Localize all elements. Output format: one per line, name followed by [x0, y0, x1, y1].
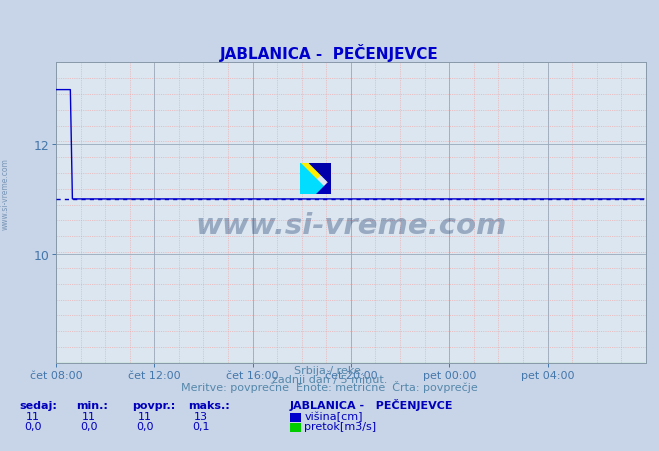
Text: 0,1: 0,1 [192, 421, 210, 431]
Text: 13: 13 [194, 411, 208, 421]
Text: povpr.:: povpr.: [132, 400, 175, 410]
Text: maks.:: maks.: [188, 400, 229, 410]
Text: 11: 11 [82, 411, 96, 421]
Text: 0,0: 0,0 [136, 421, 154, 431]
Text: sedaj:: sedaj: [20, 400, 57, 410]
Polygon shape [309, 164, 331, 185]
Text: JABLANICA -   PEČENJEVCE: JABLANICA - PEČENJEVCE [290, 398, 453, 410]
Text: višina[cm]: višina[cm] [304, 410, 363, 421]
Text: 0,0: 0,0 [80, 421, 98, 431]
Text: 0,0: 0,0 [24, 421, 42, 431]
Text: pretok[m3/s]: pretok[m3/s] [304, 421, 376, 431]
Polygon shape [316, 179, 331, 195]
Text: JABLANICA -  PEČENJEVCE: JABLANICA - PEČENJEVCE [220, 44, 439, 62]
Polygon shape [300, 164, 331, 195]
Text: www.si-vreme.com: www.si-vreme.com [195, 211, 507, 239]
Text: 11: 11 [138, 411, 152, 421]
Text: www.si-vreme.com: www.si-vreme.com [1, 158, 10, 230]
Text: Srbija / reke.: Srbija / reke. [295, 365, 364, 375]
Text: zadnji dan / 5 minut.: zadnji dan / 5 minut. [272, 374, 387, 384]
Text: min.:: min.: [76, 400, 107, 410]
Polygon shape [300, 164, 331, 195]
Text: Meritve: povprečne  Enote: metrične  Črta: povprečje: Meritve: povprečne Enote: metrične Črta:… [181, 381, 478, 392]
Text: 11: 11 [26, 411, 40, 421]
